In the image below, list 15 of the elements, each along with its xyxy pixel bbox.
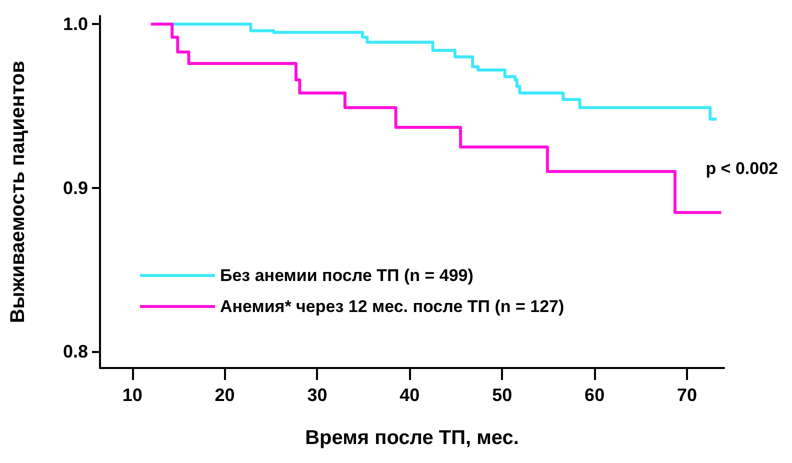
legend-label: Анемия* через 12 мес. после ТП (n = 127)	[220, 297, 564, 316]
x-tick-label: 40	[400, 385, 420, 405]
x-tick-label: 50	[492, 385, 512, 405]
x-tick-label: 60	[584, 385, 605, 405]
x-tick-label: 20	[214, 385, 235, 405]
legend-label: Без анемии после ТП (n = 499)	[220, 266, 474, 285]
x-axis-title: Время после ТП, мес.	[305, 427, 519, 449]
x-tick-label: 70	[677, 385, 698, 405]
y-tick-label: 0.8	[62, 342, 88, 362]
y-tick-label: 0.9	[62, 178, 88, 198]
y-tick-label: 1.0	[62, 14, 88, 34]
x-tick-label: 30	[307, 385, 328, 405]
x-tick-label: 10	[122, 385, 142, 405]
annotation: p < 0.002	[706, 159, 778, 178]
y-axis-title: Выживаемость пациентов	[7, 60, 29, 324]
